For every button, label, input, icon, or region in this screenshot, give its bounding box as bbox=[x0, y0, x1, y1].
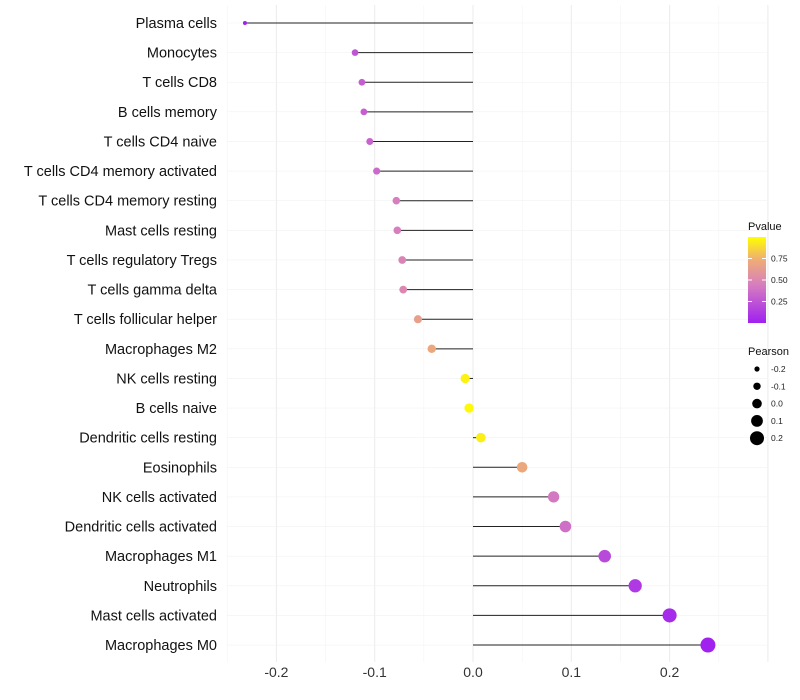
lollipop-point bbox=[413, 315, 423, 324]
category-label: T cells CD4 memory resting bbox=[38, 194, 217, 210]
category-label: Mast cells resting bbox=[105, 223, 217, 239]
category-label: T cells regulatory Tregs bbox=[67, 253, 217, 269]
size-legend-dot bbox=[751, 415, 763, 427]
category-label: Eosinophils bbox=[143, 460, 217, 476]
lollipop-point bbox=[427, 344, 436, 354]
lollipop-point bbox=[242, 21, 247, 25]
lollipop-point bbox=[464, 403, 474, 413]
size-legend-dot bbox=[753, 382, 761, 390]
x-tick-label: -0.2 bbox=[264, 664, 288, 680]
size-legend-dot bbox=[754, 366, 760, 372]
x-tick-label: 0.0 bbox=[463, 664, 483, 680]
lollipop-point bbox=[351, 49, 359, 56]
lollipop-point bbox=[393, 226, 402, 235]
category-label: NK cells resting bbox=[116, 371, 217, 387]
lollipop-point bbox=[516, 462, 528, 473]
category-label: T cells gamma delta bbox=[88, 283, 218, 299]
category-label: NK cells activated bbox=[102, 490, 217, 506]
category-label: Macrophages M0 bbox=[105, 638, 217, 654]
category-label: Monocytes bbox=[147, 46, 217, 62]
color-tick-label: 0.75 bbox=[771, 254, 788, 264]
size-legend-dot bbox=[752, 398, 762, 409]
size-legend-dot bbox=[750, 431, 764, 446]
color-bar bbox=[748, 237, 766, 323]
size-legend-label: 0.0 bbox=[771, 399, 783, 409]
legend-size-title: Pearson bbox=[748, 346, 789, 358]
lollipop-point bbox=[373, 167, 381, 175]
size-legend-label: -0.2 bbox=[771, 364, 786, 374]
lollipop-point bbox=[700, 637, 716, 653]
x-tick-label: -0.1 bbox=[363, 664, 387, 680]
category-label: Macrophages M2 bbox=[105, 342, 217, 358]
x-tick-label: 0.2 bbox=[660, 664, 680, 680]
color-tick-label: 0.50 bbox=[771, 275, 788, 285]
lollipop-point bbox=[662, 608, 677, 623]
legend-color-title: Pvalue bbox=[748, 221, 782, 233]
category-label: B cells memory bbox=[118, 105, 218, 121]
lollipop-point bbox=[366, 137, 374, 145]
lollipop-point bbox=[398, 256, 407, 264]
lollipop-point bbox=[392, 196, 401, 205]
x-tick-label: 0.1 bbox=[562, 664, 582, 680]
category-label: T cells CD4 memory activated bbox=[24, 164, 217, 180]
category-label: Mast cells activated bbox=[90, 608, 217, 624]
lollipop-point bbox=[460, 373, 470, 384]
category-label: Dendritic cells resting bbox=[79, 431, 217, 447]
category-label: Dendritic cells activated bbox=[65, 520, 217, 536]
lollipop-point bbox=[547, 491, 560, 503]
category-label: Plasma cells bbox=[136, 16, 217, 32]
category-label: T cells CD8 bbox=[142, 75, 217, 91]
lollipop-point bbox=[559, 520, 572, 533]
category-label: Neutrophils bbox=[144, 579, 217, 595]
lollipop-point bbox=[628, 579, 642, 593]
lollipop-point bbox=[476, 432, 486, 443]
category-label: T cells CD4 naive bbox=[104, 134, 217, 150]
size-legend-label: -0.1 bbox=[771, 381, 786, 391]
size-legend-label: 0.2 bbox=[771, 433, 783, 443]
category-label: T cells follicular helper bbox=[74, 312, 217, 328]
lollipop-point bbox=[598, 549, 611, 563]
category-label: B cells naive bbox=[136, 401, 217, 417]
size-legend-label: 0.1 bbox=[771, 416, 783, 426]
lollipop-point bbox=[399, 285, 408, 294]
category-label: Macrophages M1 bbox=[105, 549, 217, 565]
lollipop-point bbox=[360, 108, 368, 116]
color-tick-label: 0.25 bbox=[771, 297, 788, 307]
lollipop-point bbox=[358, 78, 366, 86]
